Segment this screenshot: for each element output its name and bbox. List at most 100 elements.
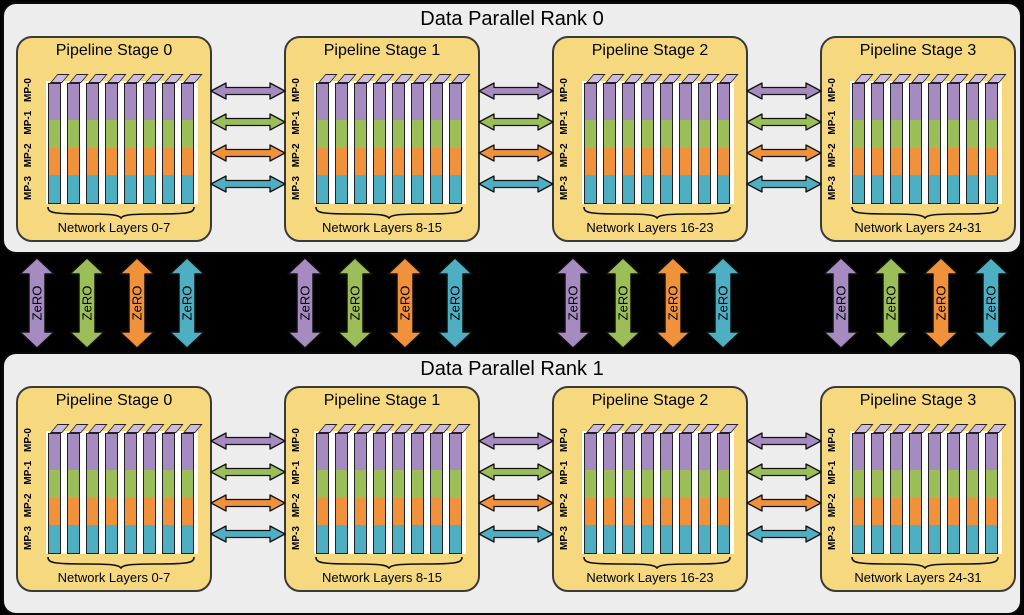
band-purple xyxy=(585,84,596,120)
band-green xyxy=(125,469,136,498)
zero-arrow-orange-icon: ZeRO xyxy=(118,257,156,349)
zero-label: ZeRO xyxy=(180,286,195,321)
band-orange xyxy=(393,147,404,176)
mp-axis-label: MP-3 MP-2 MP-1 MP-0 xyxy=(559,78,570,200)
layer-slab xyxy=(335,424,357,554)
layer-slab xyxy=(717,74,739,204)
slab-bands xyxy=(909,433,922,554)
band-green xyxy=(891,469,902,498)
zero-label: ZeRO xyxy=(984,286,999,321)
band-green xyxy=(661,469,672,498)
band-purple xyxy=(317,434,328,470)
pipeline-stage-0: Pipeline Stage 0 MP-3 MP-2 MP-1 MP-0 Netwo… xyxy=(16,36,212,242)
pipeline-arrow-orange-icon xyxy=(746,144,822,162)
slab-bands xyxy=(124,83,137,204)
band-teal xyxy=(412,175,423,203)
layer-slab xyxy=(871,74,893,204)
band-purple xyxy=(49,434,60,470)
pipeline-arrow-orange-icon xyxy=(478,494,554,512)
mp-axis-label: MP-3 MP-2 MP-1 MP-0 xyxy=(23,428,34,550)
band-orange xyxy=(929,147,940,176)
zero-arrow-teal-icon: ZeRO xyxy=(168,257,206,349)
layer-slab xyxy=(928,424,950,554)
slab-bands xyxy=(966,83,979,204)
band-purple xyxy=(623,84,634,120)
band-green xyxy=(87,119,98,148)
band-purple xyxy=(393,84,404,120)
stage-comm-arrows xyxy=(478,82,554,193)
slab-top-cap xyxy=(451,424,471,433)
band-orange xyxy=(431,147,442,176)
layer-slab xyxy=(143,424,165,554)
band-purple xyxy=(125,434,136,470)
band-green xyxy=(872,119,883,148)
rank-title: Data Parallel Rank 0 xyxy=(420,8,604,30)
layer-slab xyxy=(660,424,682,554)
band-orange xyxy=(661,497,672,526)
zero-arrow-teal-icon: ZeRO xyxy=(436,257,474,349)
zero-label: ZeRO xyxy=(298,286,313,321)
brace-icon xyxy=(582,556,732,570)
band-green xyxy=(604,119,615,148)
band-teal xyxy=(182,525,193,553)
band-teal xyxy=(317,525,328,553)
layer-slab xyxy=(86,424,108,554)
pipeline-stage-1: Pipeline Stage 1 MP-3 MP-2 MP-1 MP-0 Netwo… xyxy=(284,386,480,592)
band-green xyxy=(317,469,328,498)
band-purple xyxy=(699,84,710,120)
band-orange xyxy=(355,497,366,526)
band-orange xyxy=(49,147,60,176)
slab-top-cap xyxy=(987,424,1007,433)
layer-slab xyxy=(679,424,701,554)
band-purple xyxy=(585,434,596,470)
stage-title: Pipeline Stage 1 xyxy=(323,42,441,59)
layer-slab xyxy=(698,74,720,204)
band-teal xyxy=(163,525,174,553)
layer-slab xyxy=(679,74,701,204)
pipeline-stage-1: Pipeline Stage 1 MP-3 MP-2 MP-1 MP-0 Netwo… xyxy=(284,36,480,242)
layer-slab xyxy=(852,424,874,554)
band-purple xyxy=(106,84,117,120)
slab-bands xyxy=(67,83,80,204)
zero-arrow-group-2: ZeRO ZeRO ZeRO ZeRO xyxy=(554,257,742,349)
band-green xyxy=(853,119,864,148)
band-orange xyxy=(412,147,423,176)
band-teal xyxy=(642,175,653,203)
band-teal xyxy=(623,525,634,553)
slab-bands xyxy=(430,83,443,204)
band-green xyxy=(661,119,672,148)
band-purple xyxy=(986,84,997,120)
slab-bands xyxy=(622,433,635,554)
layer-slab xyxy=(985,424,1007,554)
zero-label: ZeRO xyxy=(884,286,899,321)
band-purple xyxy=(642,84,653,120)
band-orange xyxy=(623,497,634,526)
slab-bands xyxy=(985,433,998,554)
band-teal xyxy=(948,175,959,203)
band-orange xyxy=(718,147,729,176)
band-orange xyxy=(585,147,596,176)
band-teal xyxy=(87,525,98,553)
layer-slab xyxy=(985,74,1007,204)
band-green xyxy=(718,119,729,148)
band-teal xyxy=(929,525,940,553)
band-orange xyxy=(967,497,978,526)
layer-slab xyxy=(392,424,414,554)
band-orange xyxy=(317,497,328,526)
band-teal xyxy=(144,175,155,203)
band-orange xyxy=(163,497,174,526)
band-teal xyxy=(317,175,328,203)
slab-bands xyxy=(717,83,730,204)
zero-arrow-group-1: ZeRO ZeRO ZeRO ZeRO xyxy=(286,257,474,349)
band-green xyxy=(680,469,691,498)
layer-stack xyxy=(582,74,739,204)
zero-arrow-group-3: ZeRO ZeRO ZeRO ZeRO xyxy=(822,257,1010,349)
pipeline-arrow-orange-icon xyxy=(746,494,822,512)
slab-top-cap xyxy=(451,74,471,83)
band-green xyxy=(431,469,442,498)
band-orange xyxy=(412,497,423,526)
band-purple xyxy=(910,84,921,120)
band-green xyxy=(910,469,921,498)
pipeline-arrow-green-icon xyxy=(746,463,822,481)
band-purple xyxy=(718,84,729,120)
